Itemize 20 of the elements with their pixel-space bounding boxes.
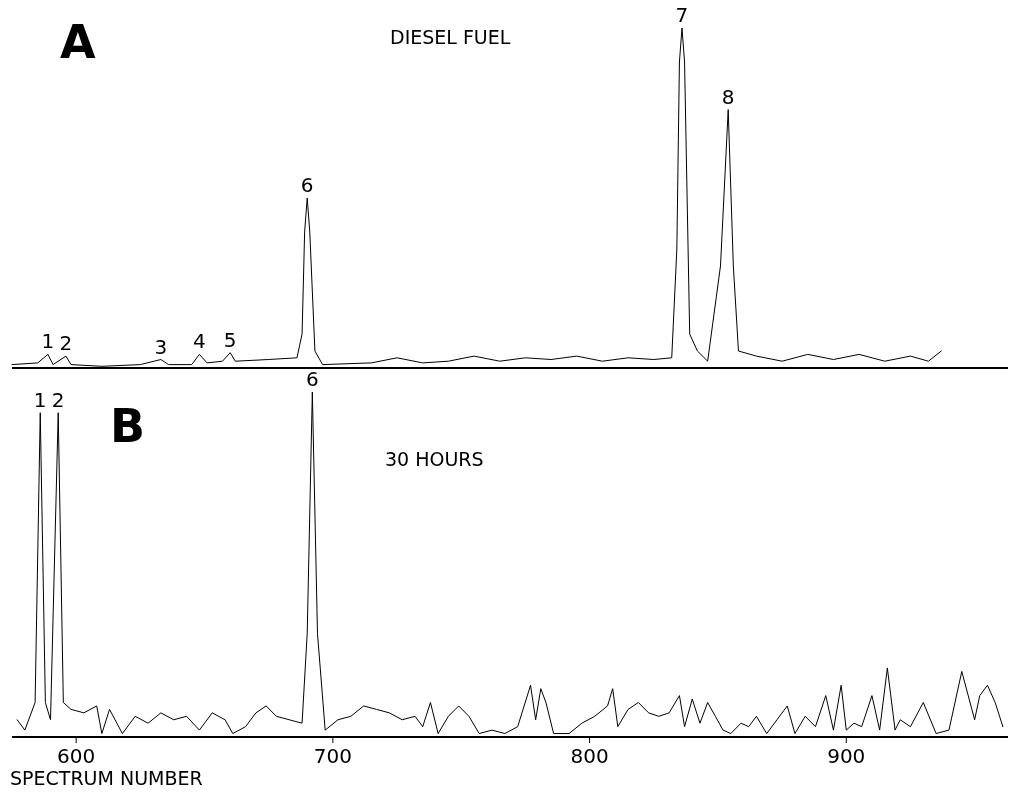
annotation: 6 [300,173,314,197]
chart-title: A [60,15,96,69]
annotation: 1 [33,387,47,412]
annotation: 4 [193,329,206,354]
x-tick-label: 900 [827,744,866,768]
x-tick-label: 600 [57,744,96,768]
chart-title: B [110,399,146,453]
x-axis-title: SPECTRUM NUMBER [10,767,203,789]
annotation: 6 [305,367,319,391]
chart-subtitle: DIESEL FUEL [390,26,511,48]
annotation: 5 [223,327,237,352]
x-tick-label: 800 [570,744,609,768]
text: 30 HOURS [385,448,484,470]
annotation: 2 [59,331,73,356]
annotation: 3 [154,334,168,359]
annotation: 7 [675,3,689,27]
x-tick-label: 700 [313,744,352,768]
annotation: 2 [51,387,65,412]
annotation: 8 [721,84,735,109]
annotation: 1 [41,329,55,354]
